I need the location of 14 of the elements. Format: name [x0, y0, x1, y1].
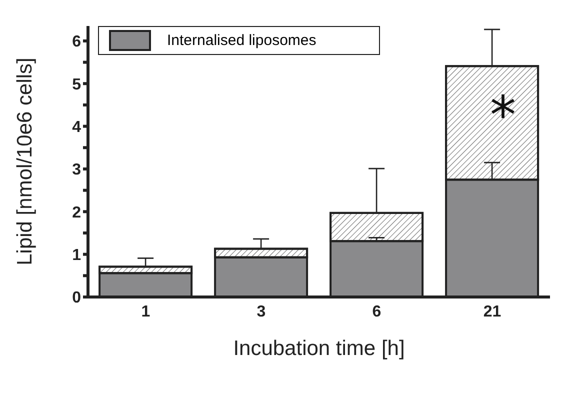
y-tick-label: 4	[72, 118, 82, 136]
x-tick-label: 6	[372, 303, 382, 320]
y-tick-label: 0	[72, 290, 82, 307]
y-tick-label: 5	[72, 76, 82, 94]
legend-label: Internalised liposomes	[167, 32, 316, 49]
y-tick-label: 1	[72, 247, 82, 264]
x-axis-title: Incubation time [h]	[233, 337, 405, 360]
x-tick-label: 3	[256, 303, 266, 320]
y-axis-title: Lipid [nmol/10e6 cells]	[13, 58, 36, 266]
x-tick-label: 1	[141, 303, 150, 320]
x-tick-label: 21	[483, 303, 502, 320]
y-tick-label: 6	[72, 34, 82, 51]
y-tick-label: 2	[72, 204, 82, 222]
y-tick-label: 3	[72, 162, 82, 179]
